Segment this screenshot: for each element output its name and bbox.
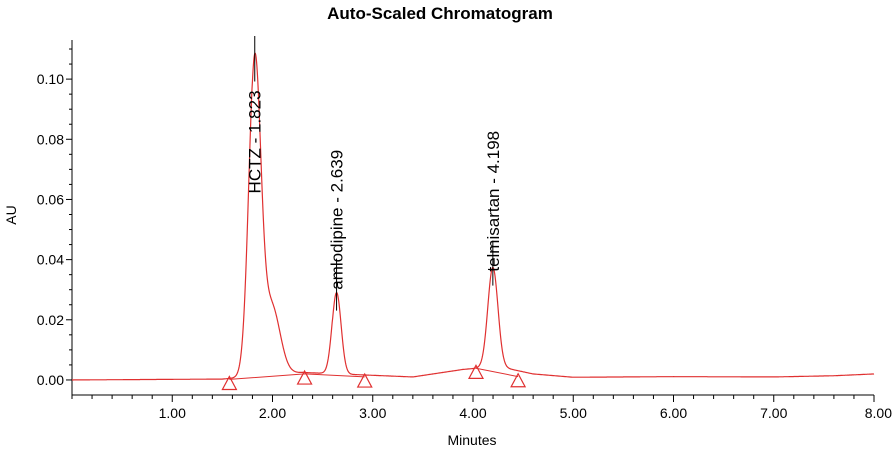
integration-marker	[356, 372, 373, 388]
y-axis-label: AU	[3, 205, 19, 224]
x-tick-label: 4.00	[459, 405, 486, 421]
y-axis-ticks: 0.00 0.02 0.04 0.06 0.08 0.10	[37, 48, 72, 388]
peak-label: telmisartan - 4.198	[484, 131, 503, 272]
y-tick-label: 0.10	[37, 71, 64, 87]
x-tick-label: 6.00	[660, 405, 687, 421]
y-tick-label: 0.02	[37, 312, 64, 328]
y-tick-label: 0.04	[37, 252, 64, 268]
integration-marker	[221, 375, 238, 391]
x-tick-label: 1.00	[159, 405, 186, 421]
y-tick-label: 0.06	[37, 191, 64, 207]
y-tick-label: 0.08	[37, 131, 64, 147]
x-tick-label: 8.00	[865, 405, 892, 421]
x-axis-ticks: 1.00 2.00 3.00 4.00 5.00 6.00 7.00 8.00	[71, 395, 892, 421]
integration-markers	[221, 364, 527, 391]
integration-baseline	[229, 367, 519, 380]
chromatogram-trace	[72, 52, 875, 381]
x-tick-label: 5.00	[560, 405, 587, 421]
peak-label: HCTZ - 1.823	[246, 90, 265, 193]
x-tick-label: 2.00	[259, 405, 286, 421]
integration-marker	[468, 364, 485, 379]
peak-annotations: HCTZ - 1.823 amlodipine - 2.639 telmisarta…	[246, 36, 503, 311]
x-tick-label: 7.00	[760, 405, 787, 421]
y-tick-label: 0.00	[37, 372, 64, 388]
integration-marker	[510, 372, 527, 388]
peak-label: amlodipine - 2.639	[328, 150, 347, 290]
x-axis-label: Minutes	[447, 432, 496, 448]
chart-title: Auto-Scaled Chromatogram	[327, 4, 553, 23]
integration-marker	[296, 369, 313, 385]
x-tick-label: 3.00	[359, 405, 386, 421]
